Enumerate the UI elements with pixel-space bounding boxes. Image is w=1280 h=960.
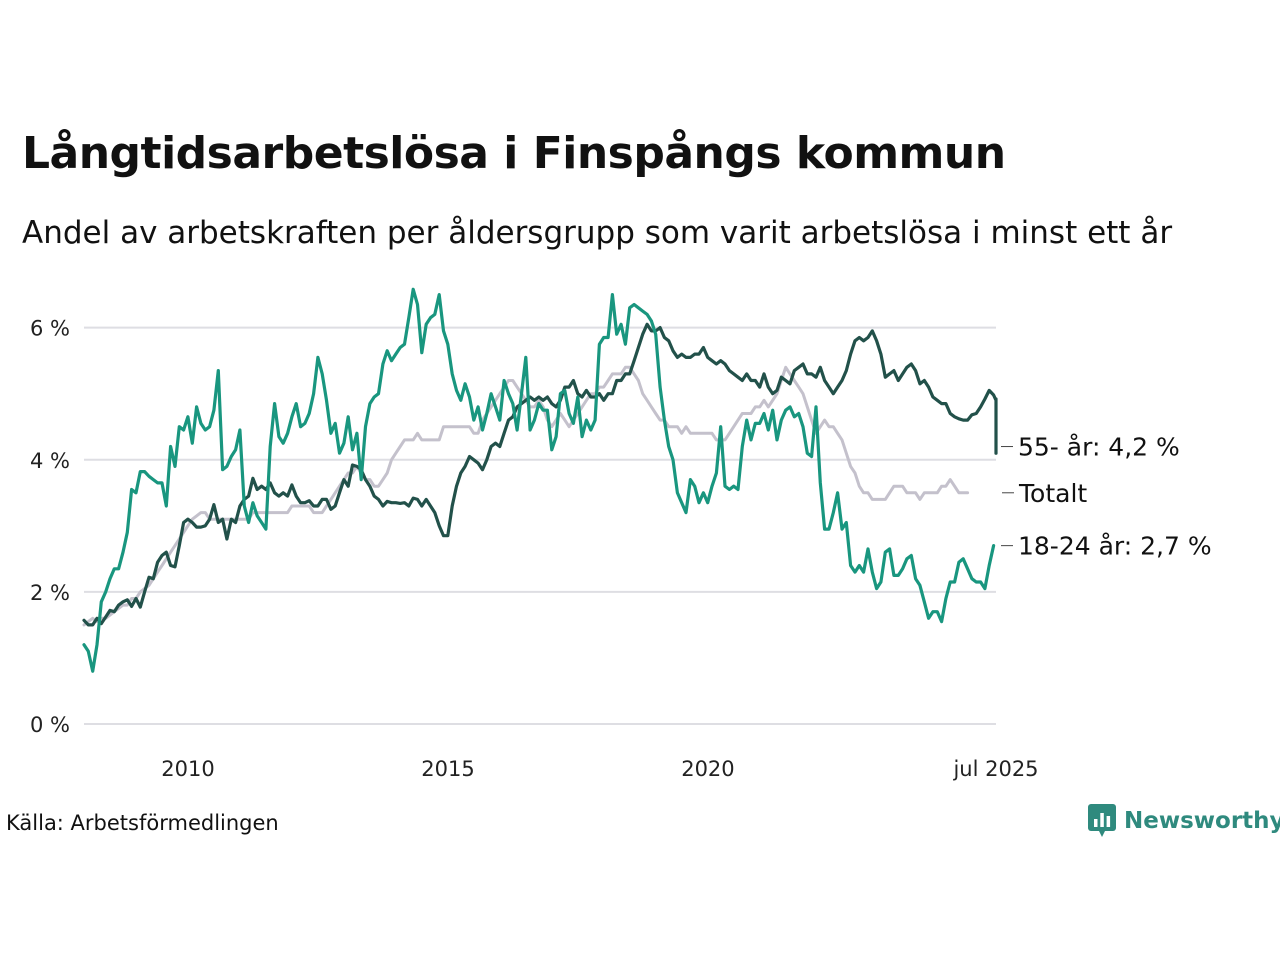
- x-tick-label: 2020: [681, 757, 734, 781]
- y-tick-label: 2 %: [30, 581, 70, 605]
- source-note: Källa: Arbetsförmedlingen: [6, 811, 279, 835]
- series-end-labels: Totalt 55- år: 4,2 % 18-24 år: 2,7 %: [1001, 433, 1212, 561]
- y-tick-label: 6 %: [30, 317, 70, 341]
- newsworthy-logo-icon: [1088, 804, 1116, 837]
- x-axis-ticks: 2010 2015 2020 jul 2025: [161, 757, 1038, 781]
- series-line-total: [82, 365, 970, 627]
- chart-subtitle: Andel av arbetskraften per åldersgrupp s…: [22, 215, 1173, 251]
- y-tick-label: 0 %: [30, 713, 70, 737]
- chart-title: Långtidsarbetslösa i Finspångs kommun: [22, 128, 1006, 179]
- series-line-young: [82, 287, 996, 673]
- x-tick-label: jul 2025: [952, 757, 1038, 781]
- newsworthy-logo[interactable]: Newsworthy: [1088, 804, 1280, 838]
- brand-name: Newsworthy: [1124, 808, 1280, 834]
- series-lines: [82, 287, 998, 673]
- series-line-old: [82, 322, 998, 627]
- series-end-label-total: Totalt: [1018, 479, 1087, 508]
- y-axis-ticks: 0 % 2 % 4 % 6 %: [30, 317, 70, 737]
- gridlines: [84, 326, 996, 725]
- x-tick-label: 2010: [161, 757, 214, 781]
- series-end-label-young: 18-24 år: 2,7 %: [1018, 532, 1212, 561]
- y-tick-label: 4 %: [30, 449, 70, 473]
- series-end-label-old: 55- år: 4,2 %: [1018, 433, 1180, 462]
- x-tick-label: 2015: [421, 757, 474, 781]
